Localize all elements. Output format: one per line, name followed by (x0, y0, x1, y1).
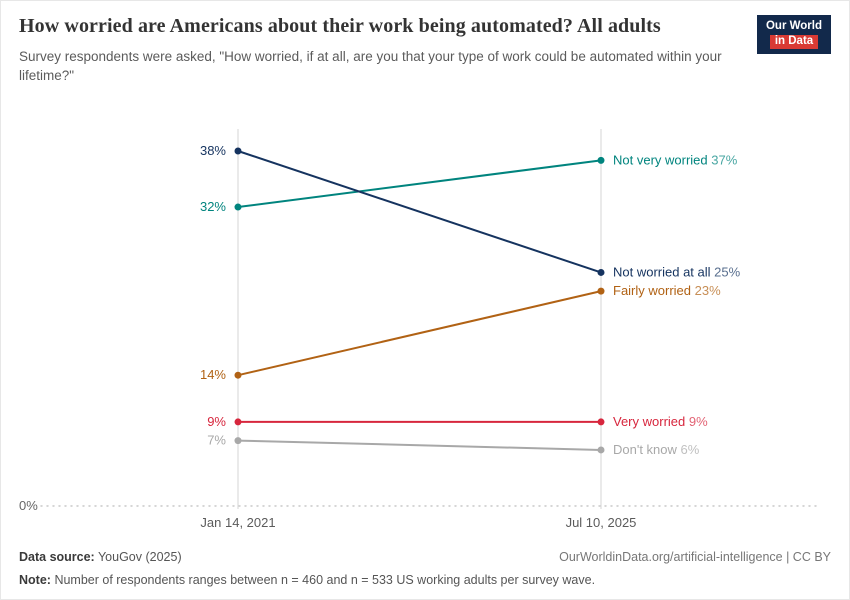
series-start-value-label: 9% (207, 414, 226, 429)
footer-link[interactable]: OurWorldinData.org/artificial-intelligen… (559, 550, 831, 564)
footer-note-label: Note: (19, 573, 51, 587)
series-point-end[interactable] (597, 156, 605, 164)
chart-footer: Data source: YouGov (2025) OurWorldinDat… (19, 550, 831, 587)
owid-logo-line2: in Data (769, 34, 819, 49)
series-point-start[interactable] (234, 371, 242, 379)
chart-subtitle: Survey respondents were asked, "How worr… (19, 49, 722, 83)
series-line[interactable] (237, 150, 602, 274)
series-end-label[interactable]: Very worried 9% (613, 414, 708, 429)
series-point-end[interactable] (597, 268, 605, 276)
header-text: How worried are Americans about their wo… (19, 13, 764, 86)
slope-chart-svg: Jan 14, 2021 Jul 10, 2025 0% 32% Not very wo… (19, 129, 822, 530)
chart-title: How worried are Americans about their wo… (19, 15, 661, 37)
footer-note: Note: Number of respondents ranges betwe… (19, 573, 831, 587)
series-start-value-label: 14% (200, 367, 226, 382)
series-start-value-label: 38% (200, 143, 226, 158)
series-end-label[interactable]: Not very worried 37% (613, 152, 738, 167)
y-axis-zero-label: 0% (19, 498, 38, 513)
series-point-start[interactable] (234, 437, 242, 445)
series-point-start[interactable] (234, 147, 242, 155)
series-point-end[interactable] (597, 446, 605, 454)
series-line[interactable] (237, 439, 602, 451)
series-start-value-label: 32% (200, 199, 226, 214)
series-point-start[interactable] (234, 418, 242, 426)
series-end-label[interactable]: Don't know 6% (613, 442, 700, 457)
data-source-value: YouGov (2025) (97, 550, 182, 564)
owid-logo-line1: Our World (765, 20, 822, 32)
x-tick-label: Jan 14, 2021 (200, 515, 275, 530)
series-end-label[interactable]: Not worried at all 25% (613, 264, 741, 279)
series-start-value-label: 7% (207, 433, 226, 448)
data-source: Data source: YouGov (2025) (19, 550, 182, 564)
series-point-end[interactable] (597, 287, 605, 295)
footer-row: Data source: YouGov (2025) OurWorldinDat… (19, 550, 831, 564)
slope-chart: Jan 14, 2021 Jul 10, 2025 0% 32% Not very wo… (1, 123, 850, 535)
x-tick-label: Jul 10, 2025 (566, 515, 637, 530)
series-end-label[interactable]: Fairly worried 23% (613, 283, 721, 298)
owid-logo: Our World in Data (757, 15, 831, 54)
series-line[interactable] (237, 159, 602, 209)
data-source-label: Data source: (19, 550, 95, 564)
series-point-end[interactable] (597, 418, 605, 426)
footer-note-value: Number of respondents ranges between n =… (54, 573, 596, 587)
series-line[interactable] (237, 290, 602, 377)
chart-header: How worried are Americans about their wo… (19, 13, 831, 86)
series-point-start[interactable] (234, 203, 242, 211)
